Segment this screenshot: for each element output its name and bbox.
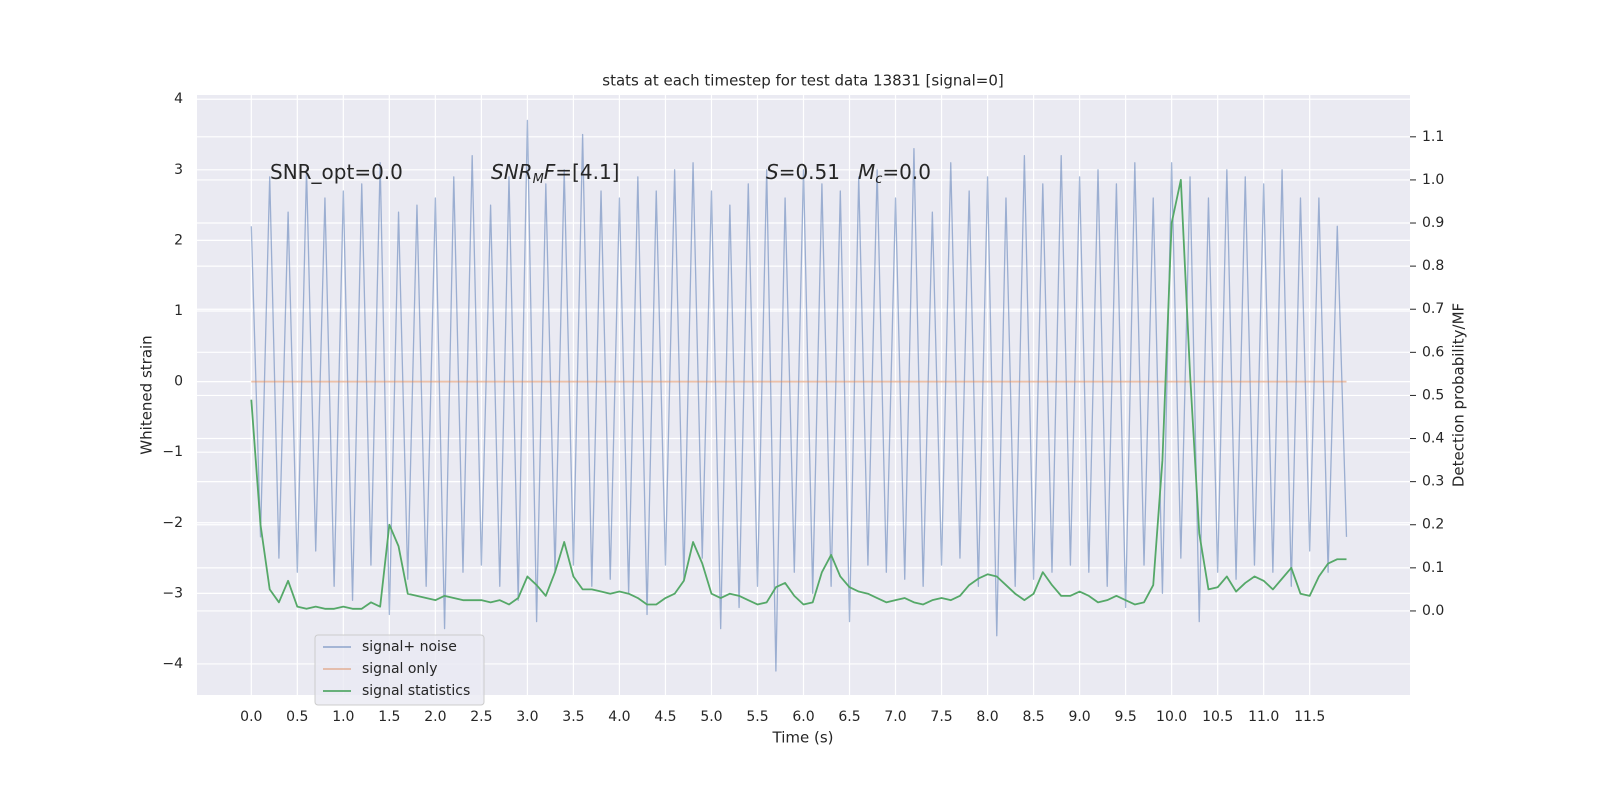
x-tick-label: 10.5: [1202, 709, 1233, 725]
x-axis-label: Time (s): [772, 729, 834, 747]
y-axis-label: Whitened strain: [138, 335, 156, 454]
legend-label: signal statistics: [362, 683, 470, 699]
x-tick-label: 2.0: [424, 709, 446, 725]
y-tick-label: 1: [174, 303, 183, 319]
series-line: [250, 119, 1348, 672]
y-tick-label: 2: [174, 232, 183, 248]
x-tick-label: 0.5: [286, 709, 308, 725]
legend-box: [314, 634, 485, 706]
legend-label: signal only: [362, 661, 437, 677]
x-tick-label: 2.5: [470, 709, 492, 725]
annotation: SNRMF=[4.1]: [491, 160, 619, 187]
y2-axis-label: Detection probability/MF: [1450, 303, 1468, 487]
x-tick-label: 6.5: [838, 709, 860, 725]
x-tick-label: 10.0: [1156, 709, 1187, 725]
x-tick-label: 1.0: [332, 709, 354, 725]
y2-tick-label: 0.6: [1422, 344, 1444, 360]
y2-tick-label: 1.0: [1422, 172, 1444, 188]
annotation-part: M: [533, 172, 544, 187]
y2-tick-label: 0.4: [1422, 431, 1444, 447]
annotation-part: SNR_opt=0.0: [270, 160, 403, 184]
annotation: Mc=0.0: [858, 160, 931, 187]
x-tick-label: 4.0: [608, 709, 630, 725]
x-tick-label: 6.0: [792, 709, 814, 725]
legend-label: signal+ noise: [362, 639, 457, 655]
annotation-part: =0.0: [882, 160, 931, 184]
y-tick-label: −3: [162, 585, 183, 601]
y-tick-label: −2: [162, 515, 183, 531]
x-tick-label: 8.0: [976, 709, 998, 725]
x-tick-label: 9.0: [1068, 709, 1090, 725]
annotation-part: S: [766, 160, 779, 184]
x-tick-label: 11.5: [1294, 709, 1325, 725]
annotation-part: =[4.1]: [555, 160, 619, 184]
y2-tick-label: 0.3: [1422, 474, 1444, 490]
y-tick-label: −1: [162, 444, 183, 460]
series-line: [250, 179, 1347, 610]
y2-tick-label: 0.1: [1422, 560, 1444, 576]
x-tick-label: 3.0: [516, 709, 538, 725]
y2-tick-label: 0.5: [1422, 387, 1444, 403]
annotation-part: SNR: [491, 160, 533, 184]
annotation-part: F: [544, 160, 556, 184]
y2-tick-label: 0.8: [1422, 258, 1444, 274]
y2-tick-label: 0.7: [1422, 301, 1444, 317]
y2-tick-label: 0.0: [1422, 603, 1444, 619]
x-tick-label: 11.0: [1248, 709, 1279, 725]
y2-tick-label: 0.2: [1422, 517, 1444, 533]
x-tick-label: 1.5: [378, 709, 400, 725]
y2-tick-label: 0.9: [1422, 215, 1444, 231]
y-tick-label: −4: [162, 656, 183, 672]
annotation-part: c: [875, 172, 882, 187]
y-tick-label: 4: [174, 91, 183, 107]
x-tick-label: 0.0: [240, 709, 262, 725]
x-tick-label: 4.5: [654, 709, 676, 725]
x-tick-label: 9.5: [1114, 709, 1136, 725]
x-tick-label: 8.5: [1022, 709, 1044, 725]
x-tick-label: 3.5: [562, 709, 584, 725]
annotation: SNR_opt=0.0: [270, 160, 403, 184]
x-tick-label: 5.5: [746, 709, 768, 725]
annotation-part: =0.51: [779, 160, 840, 184]
annotation: S=0.51: [766, 160, 840, 184]
y-tick-label: 3: [174, 162, 183, 178]
y-tick-label: 0: [174, 374, 183, 390]
x-tick-label: 7.5: [930, 709, 952, 725]
y2-tick-label: 1.1: [1422, 129, 1444, 145]
annotation-part: M: [858, 160, 875, 184]
x-tick-label: 7.0: [884, 709, 906, 725]
chart-title: stats at each timestep for test data 138…: [602, 72, 1003, 90]
x-tick-label: 5.0: [700, 709, 722, 725]
